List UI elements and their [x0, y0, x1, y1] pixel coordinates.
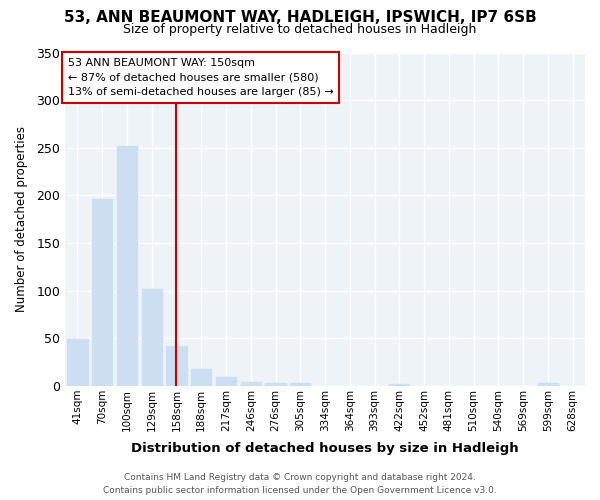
Bar: [140, 288, 163, 386]
Bar: [388, 383, 410, 386]
X-axis label: Distribution of detached houses by size in Hadleigh: Distribution of detached houses by size …: [131, 442, 519, 455]
Text: 53 ANN BEAUMONT WAY: 150sqm
← 87% of detached houses are smaller (580)
13% of se: 53 ANN BEAUMONT WAY: 150sqm ← 87% of det…: [68, 58, 334, 97]
Bar: [166, 345, 188, 386]
Text: 53, ANN BEAUMONT WAY, HADLEIGH, IPSWICH, IP7 6SB: 53, ANN BEAUMONT WAY, HADLEIGH, IPSWICH,…: [64, 10, 536, 25]
Bar: [537, 382, 559, 386]
Bar: [91, 198, 113, 386]
Bar: [67, 338, 89, 386]
Text: Size of property relative to detached houses in Hadleigh: Size of property relative to detached ho…: [124, 22, 476, 36]
Bar: [289, 382, 311, 386]
Bar: [215, 376, 237, 386]
Bar: [265, 382, 287, 386]
Text: Contains HM Land Registry data © Crown copyright and database right 2024.
Contai: Contains HM Land Registry data © Crown c…: [103, 474, 497, 495]
Y-axis label: Number of detached properties: Number of detached properties: [15, 126, 28, 312]
Bar: [190, 368, 212, 386]
Bar: [239, 381, 262, 386]
Bar: [116, 145, 138, 386]
